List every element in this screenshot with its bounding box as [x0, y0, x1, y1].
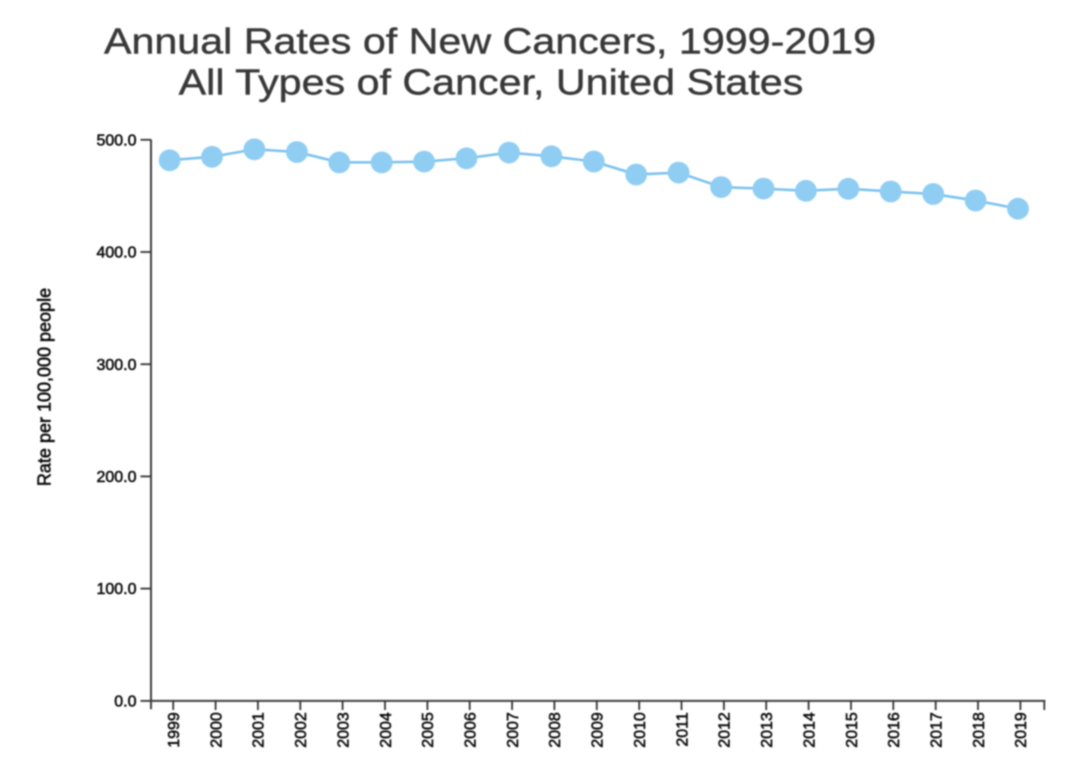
- svg-text:2010: 2010: [632, 712, 649, 748]
- svg-text:All Types of Cancer, United St: All Types of Cancer, United States: [179, 63, 804, 103]
- svg-text:0.0: 0.0: [114, 693, 136, 710]
- svg-text:Annual Rates of New Cancers, 1: Annual Rates of New Cancers, 1999-2019: [104, 22, 876, 62]
- svg-text:2001: 2001: [251, 712, 268, 748]
- svg-text:2018: 2018: [971, 712, 988, 748]
- svg-text:2016: 2016: [886, 712, 903, 748]
- svg-text:2003: 2003: [335, 712, 352, 748]
- svg-text:2012: 2012: [717, 712, 734, 748]
- svg-text:400.0: 400.0: [96, 245, 136, 262]
- svg-text:2013: 2013: [759, 712, 776, 748]
- svg-text:500.0: 500.0: [96, 132, 136, 149]
- svg-text:2015: 2015: [844, 712, 861, 748]
- svg-text:2019: 2019: [1013, 712, 1030, 748]
- svg-text:Rate per 100,000 people: Rate per 100,000 people: [35, 288, 55, 486]
- svg-text:2014: 2014: [801, 712, 818, 748]
- svg-text:2006: 2006: [463, 712, 480, 748]
- svg-text:2004: 2004: [378, 712, 395, 748]
- svg-text:300.0: 300.0: [96, 357, 136, 374]
- svg-text:2000: 2000: [208, 712, 225, 748]
- svg-text:200.0: 200.0: [96, 469, 136, 486]
- svg-text:2002: 2002: [293, 712, 310, 748]
- svg-text:2007: 2007: [505, 712, 522, 748]
- svg-text:2009: 2009: [590, 712, 607, 748]
- svg-text:2017: 2017: [929, 712, 946, 748]
- svg-text:2008: 2008: [547, 712, 564, 748]
- svg-text:1999: 1999: [166, 712, 183, 748]
- svg-text:100.0: 100.0: [96, 581, 136, 598]
- svg-text:2005: 2005: [420, 712, 437, 748]
- svg-text:2011: 2011: [674, 712, 691, 747]
